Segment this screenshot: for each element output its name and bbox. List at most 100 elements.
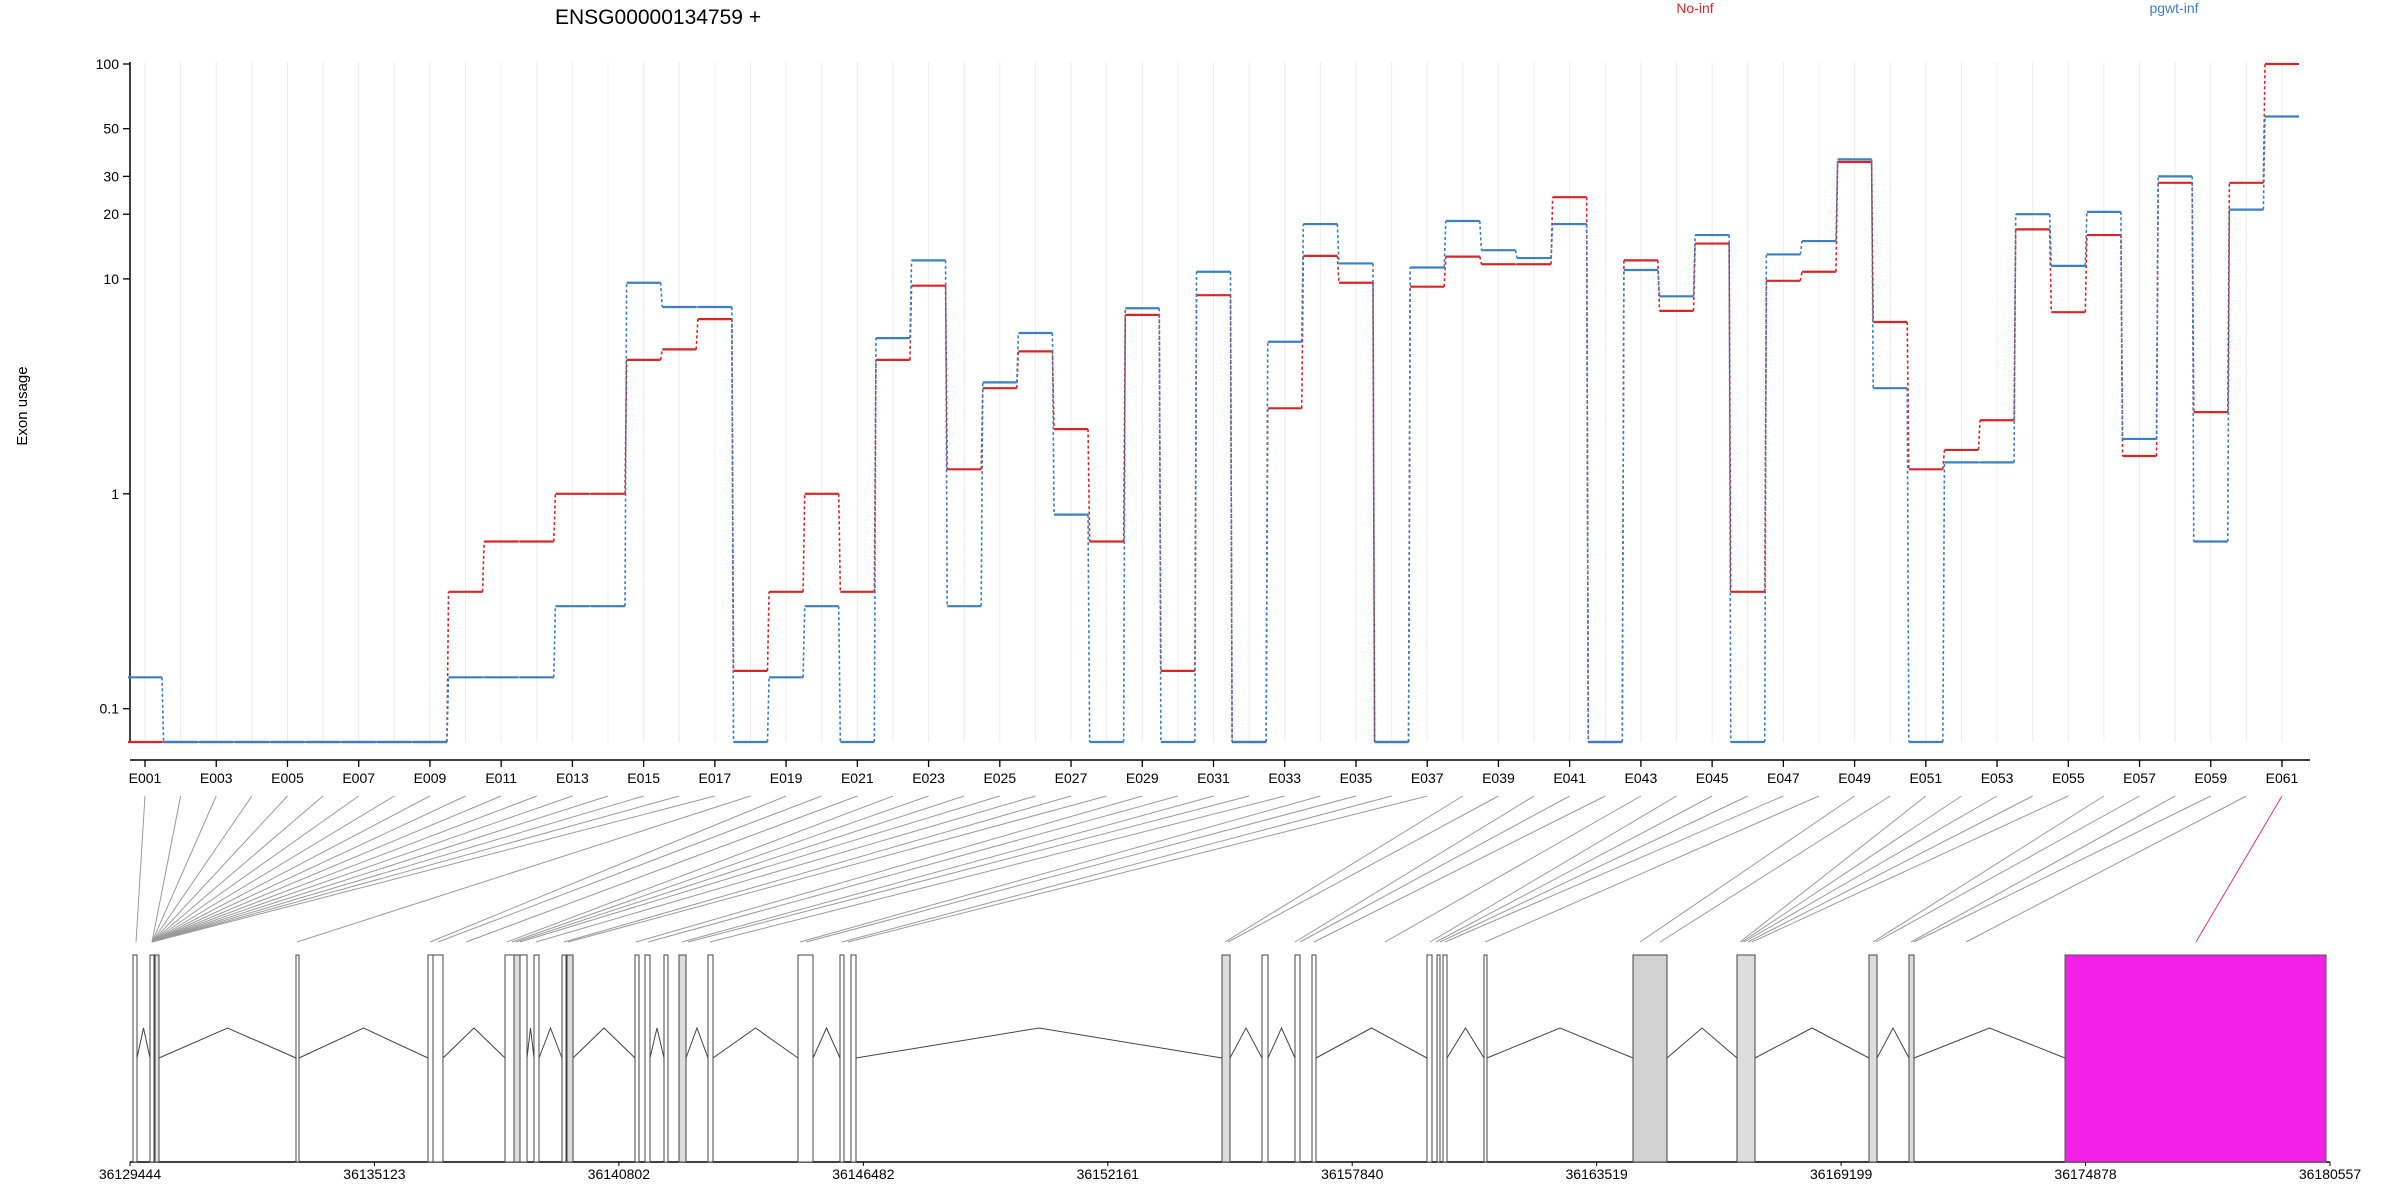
gene-coordinate-label: 36163519 [1566,1166,1629,1182]
y-tick-label: 30 [103,168,119,184]
series-connector [766,677,770,743]
exon-connector [799,795,1321,943]
exon-connector [1444,795,1784,943]
intron-line [442,1027,506,1059]
x-tick-label: E023 [912,770,945,786]
x-tick-label: E001 [129,770,162,786]
x-tick-label: E047 [1767,770,1800,786]
exon-connector [151,795,431,943]
intron-line [685,1026,709,1059]
legend-pgwt-inf: pgwt-inf [2149,0,2198,16]
series-connector [1479,256,1483,265]
intron-line [538,1026,563,1059]
y-tick-label: 20 [103,206,119,222]
exon-box [504,954,515,1163]
intron-line [298,1027,429,1059]
exon-connector [1439,795,1748,943]
series-connector [980,382,984,607]
intron-line [1446,1027,1485,1059]
exon-box [154,954,160,1163]
series-connector [766,591,770,671]
series-connector [1443,220,1447,268]
series-connector [731,307,735,743]
x-tick-label: E005 [271,770,304,786]
exon-box [1311,954,1317,1163]
series-connector [1158,308,1162,743]
series-connector [659,282,664,308]
series-connector [1122,314,1127,542]
x-tick-label: E045 [1696,770,1729,786]
x-tick-label: E061 [2266,770,2299,786]
exon-connector [1224,795,1464,943]
series-connector [1229,295,1233,743]
series-connector [1550,224,1554,259]
series-connector [659,349,664,360]
series-connector [909,260,913,339]
exon-box [644,954,651,1163]
intron-line [1754,1027,1870,1059]
exon-connector [151,795,324,943]
series-connector [1194,271,1198,743]
series-connector [2120,211,2124,439]
series-connector [2262,116,2266,210]
series-connector [1051,333,1055,515]
gene-coordinate-label: 36180557 [2299,1166,2362,1182]
exon-connector [1872,795,2105,943]
series-connector [1657,269,1661,297]
intron-line [649,1027,665,1059]
x-tick-label: E043 [1625,770,1658,786]
exon-connector [687,795,1250,943]
exon-box [519,954,528,1163]
exon-connector [1910,795,2176,943]
exon-connector [1435,795,1713,943]
exon-box [1868,954,1878,1163]
series-connector [1158,314,1162,671]
y-tick-label: 1 [111,486,119,502]
series-connector [2013,214,2017,463]
exon-connector [429,795,787,943]
exon-box [295,954,300,1163]
exon-connector [1741,795,1962,943]
series-connector [1728,235,1732,743]
series-connector [837,493,842,592]
x-tick-label: E049 [1838,770,1871,786]
series-connector [2084,211,2088,266]
exon-connector [635,795,1143,943]
x-tick-label: E013 [556,770,589,786]
exon-connector [1875,795,2140,943]
series-connector [1229,271,1233,743]
series-connector [446,677,450,743]
exon-connector [567,795,1107,943]
exon-connector [1751,795,2069,943]
exon-box [707,954,714,1163]
x-tick-label: E053 [1981,770,2014,786]
series-connector [1550,197,1554,265]
y-tick-label: 10 [103,271,119,287]
gene-coordinate-label: 36152161 [1077,1166,1140,1182]
x-tick-label: E025 [983,770,1016,786]
series-connector [1514,250,1518,259]
exon-box [561,954,567,1163]
intron-line [812,1026,841,1059]
x-tick-label: E033 [1268,770,1301,786]
exon-connector [151,795,466,943]
exon-connector [515,795,965,943]
series-connector [2262,63,2266,183]
exon-box [1221,954,1231,1163]
exon-connector [151,795,644,943]
x-tick-label: E021 [841,770,874,786]
exon-connector [1965,795,2247,943]
series-connector [2226,209,2231,542]
gene-model-layer: 36129444 36135123 36140802 36146482 36152161… [99,954,2362,1182]
series-connector [552,493,557,542]
series-connector [1265,341,1269,743]
gene-coordinate-label: 36169199 [1810,1166,1873,1182]
series-connector [1835,159,1839,242]
series-connector [1087,429,1091,542]
x-tick-label: E039 [1482,770,1515,786]
series-connector [624,282,628,607]
x-tick-label: E059 [2194,770,2227,786]
exon-connector [2195,795,2283,943]
exon-box [678,954,687,1163]
